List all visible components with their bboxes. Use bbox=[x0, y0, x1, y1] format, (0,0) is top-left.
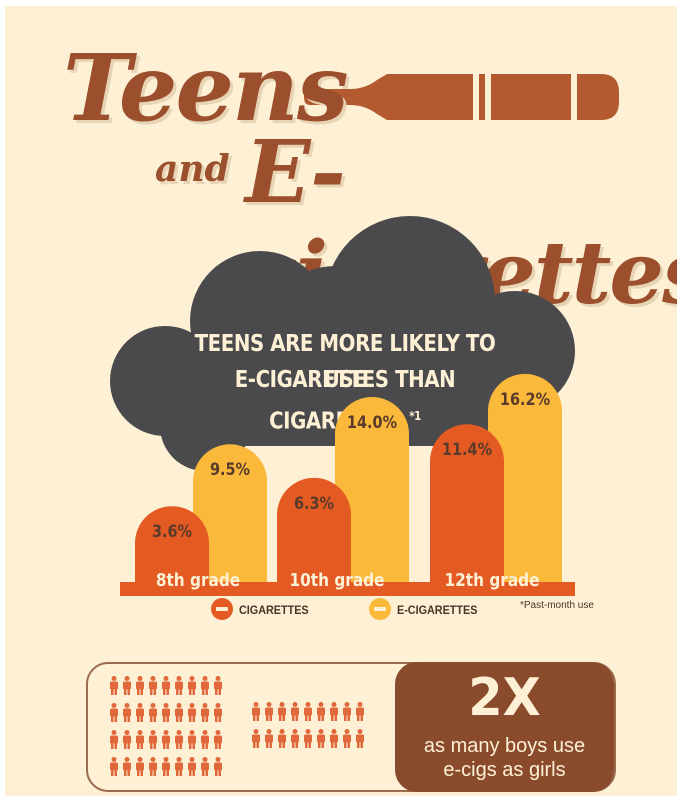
person-icon bbox=[149, 730, 157, 749]
person-icon bbox=[136, 730, 144, 749]
person-icon bbox=[162, 676, 170, 695]
person-icon bbox=[265, 702, 273, 721]
legend-cigarettes: CIGARETTES bbox=[239, 603, 309, 617]
cigarettes-bar bbox=[135, 506, 209, 582]
person-icon bbox=[304, 729, 312, 748]
bar-chart bbox=[120, 373, 575, 596]
infographic: Teens and E-cigarettes TEENS ARE MORE LI… bbox=[5, 6, 677, 796]
person-icon bbox=[201, 703, 209, 722]
person-icon bbox=[136, 757, 144, 776]
e-cigarettes-bar bbox=[193, 444, 267, 582]
person-icon bbox=[149, 676, 157, 695]
value-label: 11.4% bbox=[441, 440, 493, 461]
e-cigarettes-legend-icon bbox=[369, 598, 391, 620]
cigarettes-bar bbox=[430, 424, 504, 582]
person-icon bbox=[214, 730, 222, 749]
person-icon bbox=[123, 757, 131, 776]
person-icon bbox=[136, 676, 144, 695]
person-icon bbox=[330, 702, 338, 721]
people-icons bbox=[110, 676, 364, 776]
person-icon bbox=[110, 730, 118, 749]
person-icon bbox=[175, 703, 183, 722]
cigarettes-bar bbox=[277, 477, 351, 582]
e-cigarette-icon bbox=[304, 74, 619, 120]
person-icon bbox=[214, 676, 222, 695]
person-icon bbox=[343, 729, 351, 748]
person-icon bbox=[252, 729, 260, 748]
person-icon bbox=[201, 676, 209, 695]
category-label: 10th grade bbox=[289, 570, 385, 591]
person-icon bbox=[317, 729, 325, 748]
person-icon bbox=[188, 757, 196, 776]
person-icon bbox=[162, 730, 170, 749]
person-icon bbox=[343, 702, 351, 721]
person-icon bbox=[265, 729, 273, 748]
footnote-marker: *1 bbox=[409, 409, 421, 423]
person-icon bbox=[356, 702, 364, 721]
person-icon bbox=[175, 730, 183, 749]
person-icon bbox=[278, 702, 286, 721]
category-label: 12th grade bbox=[444, 570, 540, 591]
chart-base bbox=[120, 582, 575, 596]
person-icon bbox=[291, 702, 299, 721]
value-label: 3.6% bbox=[151, 522, 193, 543]
person-icon bbox=[214, 757, 222, 776]
category-label: 8th grade bbox=[155, 570, 241, 591]
person-icon bbox=[162, 703, 170, 722]
person-icon bbox=[175, 676, 183, 695]
e-cigarettes-bar bbox=[335, 397, 409, 582]
value-label: 9.5% bbox=[209, 460, 251, 481]
person-icon bbox=[214, 703, 222, 722]
stat-text-line2: e-cigs as girls bbox=[443, 759, 566, 781]
stat-text-line1: as many boys use bbox=[423, 735, 586, 757]
person-icon bbox=[110, 703, 118, 722]
cloud-headline-line1: TEENS ARE MORE LIKELY TO USE bbox=[194, 331, 496, 393]
person-icon bbox=[317, 702, 325, 721]
person-icon bbox=[110, 757, 118, 776]
value-label: 16.2% bbox=[499, 389, 551, 410]
footnote: *Past-month use bbox=[520, 600, 594, 611]
value-label: 14.0% bbox=[346, 413, 398, 433]
person-icon bbox=[188, 703, 196, 722]
person-icon bbox=[291, 729, 299, 748]
person-icon bbox=[252, 702, 260, 721]
e-cigarettes-bar bbox=[488, 373, 562, 582]
person-icon bbox=[123, 703, 131, 722]
person-icon bbox=[330, 729, 338, 748]
person-icon bbox=[149, 703, 157, 722]
legend-e-cigarettes: E-CIGARETTES bbox=[397, 603, 478, 617]
person-icon bbox=[356, 729, 364, 748]
person-icon bbox=[201, 757, 209, 776]
title-teens: Teens bbox=[63, 34, 349, 142]
person-icon bbox=[123, 676, 131, 695]
person-icon bbox=[149, 757, 157, 776]
person-icon bbox=[188, 676, 196, 695]
person-icon bbox=[136, 703, 144, 722]
person-icon bbox=[201, 730, 209, 749]
person-icon bbox=[110, 676, 118, 695]
person-icon bbox=[188, 730, 196, 749]
person-icon bbox=[278, 729, 286, 748]
cigarettes-legend-icon bbox=[211, 598, 233, 620]
title-and: and bbox=[155, 148, 230, 190]
person-icon bbox=[123, 730, 131, 749]
person-icon bbox=[162, 757, 170, 776]
stat-panel: 2X as many boys use e-cigs as girls bbox=[395, 662, 614, 792]
value-label: 6.3% bbox=[293, 493, 335, 514]
stat-multiplier: 2X bbox=[468, 668, 541, 728]
person-icon bbox=[304, 702, 312, 721]
person-icon bbox=[175, 757, 183, 776]
